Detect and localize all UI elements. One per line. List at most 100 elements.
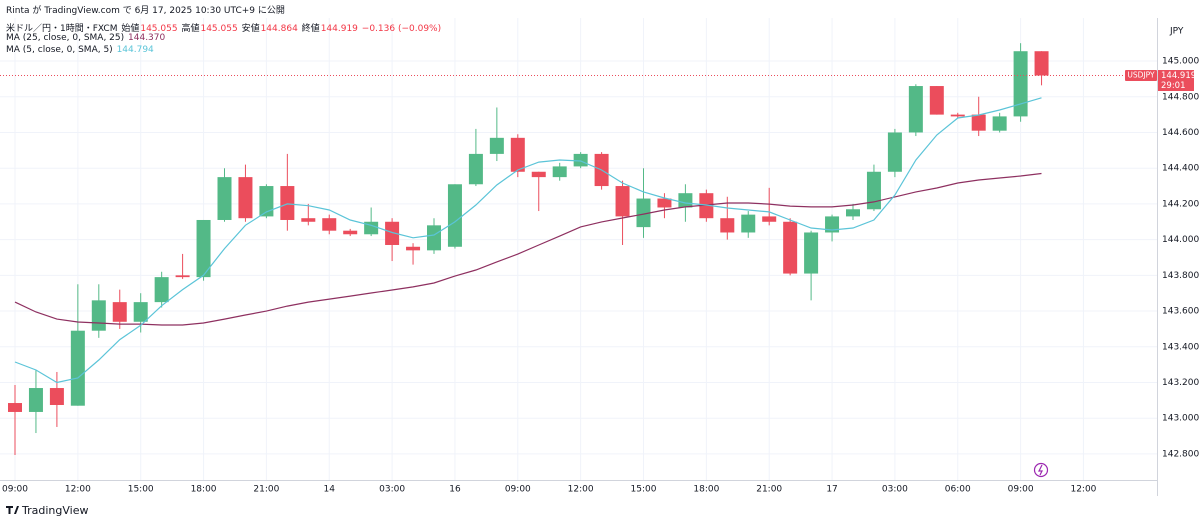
candle-body [489,137,504,154]
candle-body [573,153,588,167]
candle-body [70,330,85,406]
x-tick-label: 15:00 [631,485,657,495]
candle-body [468,153,483,185]
x-tick-label: 03:00 [882,485,908,495]
candle-body [804,232,819,274]
x-tick-label: 17 [826,485,837,495]
candle-body [343,230,358,235]
x-tick-label: 15:00 [128,485,154,495]
high-value: 145.055 [200,24,238,34]
ma25-name: MA (25, close, 0, SMA, 25) [6,33,125,43]
candle-body [112,302,127,322]
candle-body [929,86,944,115]
event-icon-bolt [1038,464,1043,476]
open-value: 145.055 [140,24,178,34]
candle-body [741,214,756,233]
price-badge-value: 144.919 [1161,71,1196,81]
candle-body [636,198,651,228]
candle-body [1034,51,1049,76]
y-tick-label: 144.600 [1162,128,1199,138]
candle-body [678,193,693,208]
ma-line [14,97,1042,384]
change: −0.136 (−0.09%) [361,24,442,34]
ma5-legend: MA (5, close, 0, SMA, 5) 144.794 [6,45,155,55]
logo-text: TradingView [21,504,88,517]
candle-body [217,177,232,220]
y-tick-label: 144.400 [1162,164,1199,174]
attribution: Rinta が TradingView.com で 6月 17, 2025 10… [6,6,285,16]
candle-body [846,209,860,217]
candle-body [447,184,462,247]
close-label: 終値 [301,24,320,34]
candle-body [825,216,840,233]
candle-body [657,198,672,208]
logo-mark [6,506,19,514]
candle-body [385,221,400,245]
candle-body [510,137,525,172]
x-tick-label: 09:00 [2,485,28,495]
price-badge-countdown: 29:01 [1161,81,1186,91]
x-tick-label: 12:00 [65,485,91,495]
candle-body [154,277,169,303]
x-tick-label: 21:00 [756,485,782,495]
x-tick-label: 18:00 [693,485,719,495]
x-tick-label: 03:00 [379,485,405,495]
close-value: 144.919 [320,24,358,34]
x-tick-label: 09:00 [1008,485,1034,495]
price-badge [1158,70,1194,92]
symbol-badge-text: USDJPY [1127,71,1155,80]
x-tick-label: 06:00 [945,485,971,495]
candle-body [175,275,190,278]
candle-body [406,246,421,251]
event-icon[interactable] [1033,462,1049,478]
ma5-name: MA (5, close, 0, SMA, 5) [6,45,113,55]
candle-body [301,218,316,222]
candle-body [552,166,567,178]
x-tick-label: 09:00 [505,485,531,495]
y-tick-label: 143.600 [1162,307,1199,317]
symbol-badge [1125,70,1157,82]
x-tick-label: 18:00 [191,485,217,495]
y-tick-label: 144.000 [1162,235,1199,245]
y-tick-label: 145.000 [1162,57,1199,67]
low-label: 安値 [241,24,260,34]
candle-body [950,114,965,117]
candle-body [133,302,148,322]
candle-body [971,114,986,131]
ma-line [14,172,1042,326]
instrument: 米ドル／円・1時間・FXCM [6,24,118,34]
y-tick-label: 143.000 [1162,414,1199,424]
candle-body [28,388,43,412]
y-tick-label: 144.200 [1162,199,1199,209]
grid [0,18,1157,480]
x-tick-label: 21:00 [253,485,279,495]
x-tick-label: 14 [324,485,336,495]
candle-body [531,171,546,178]
candle-body [322,218,337,231]
y-tick-label: 143.200 [1162,378,1199,388]
candle-body [866,171,881,210]
candle-body [280,186,295,220]
y-tick-label: 143.400 [1162,342,1199,352]
ohlc-legend: 米ドル／円・1時間・FXCM 始値145.055 高値145.055 安値144… [6,21,442,34]
candle-body [427,225,441,251]
candle-body [908,86,923,133]
candle-body [91,300,106,331]
candle-body [720,218,735,233]
candle-body [196,219,211,278]
candle-body [615,186,630,217]
y-tick-label: 142.800 [1162,449,1199,459]
y-tick-label: 144.800 [1162,92,1199,102]
currency-label: JPY [1169,27,1184,37]
low-value: 144.864 [260,24,298,34]
high-label: 高値 [181,24,200,34]
x-tick-label: 16 [449,485,461,495]
footer-logo: TradingView [6,504,88,517]
ma25-legend: MA (25, close, 0, SMA, 25) 144.370 [6,33,166,43]
candle-body [238,177,253,219]
candle-body [8,403,22,412]
candle-body [259,186,274,217]
candle-body [699,193,714,219]
